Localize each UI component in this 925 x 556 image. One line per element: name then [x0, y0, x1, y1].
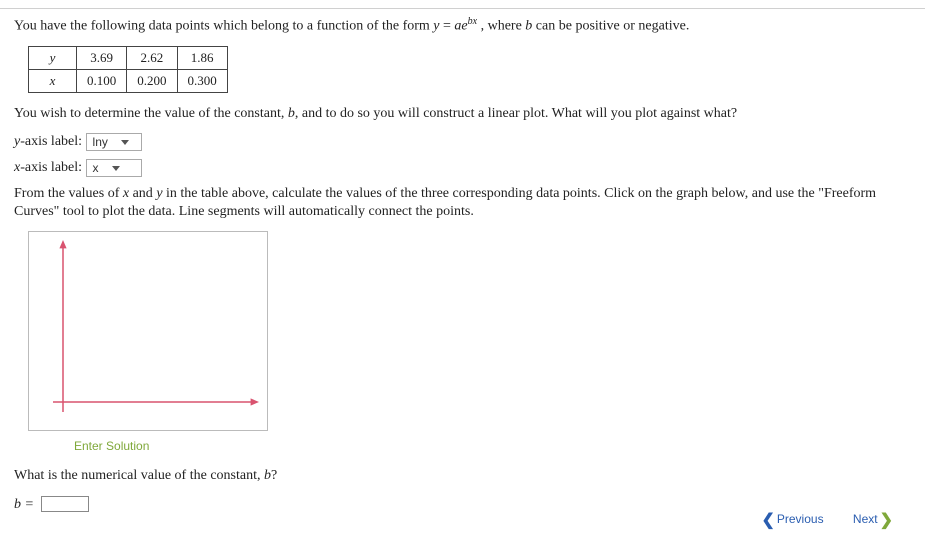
- table-row: x 0.100 0.200 0.300: [29, 69, 228, 92]
- q3-suffix: ?: [271, 468, 277, 483]
- nav-footer: ❮Previous Next❯: [761, 510, 893, 530]
- chevron-down-icon: [121, 140, 129, 145]
- y-axis-label: y-axis label:: [14, 134, 82, 149]
- x-axis-value: x: [93, 161, 99, 175]
- enter-solution-link[interactable]: Enter Solution: [74, 439, 911, 453]
- question-2: From the values of x and y in the table …: [14, 185, 911, 221]
- intro-mid: , where: [477, 19, 525, 34]
- chevron-right-icon: ❯: [880, 510, 893, 530]
- eq-eq: =: [440, 19, 455, 34]
- cell: 3.69: [77, 46, 127, 69]
- cell: 0.300: [177, 69, 227, 92]
- b-value-input[interactable]: [41, 496, 89, 512]
- x-axis-select[interactable]: x: [86, 159, 142, 177]
- table-row: y 3.69 2.62 1.86: [29, 46, 228, 69]
- chevron-left-icon: ❮: [761, 510, 774, 530]
- graph-canvas[interactable]: [28, 231, 268, 431]
- next-button[interactable]: Next❯: [853, 512, 893, 526]
- x-axis-label: x-axis label:: [14, 160, 82, 175]
- cell: 0.200: [127, 69, 177, 92]
- y-axis-select[interactable]: lny: [86, 133, 142, 151]
- cell: 2.62: [127, 46, 177, 69]
- x-axis-row: x-axis label: x: [14, 159, 911, 177]
- question-3: What is the numerical value of the const…: [14, 467, 911, 485]
- q3-b: b: [264, 468, 271, 483]
- q1-b: b: [288, 106, 295, 121]
- cell: 0.100: [77, 69, 127, 92]
- cell: 1.86: [177, 46, 227, 69]
- q3-prefix: What is the numerical value of the const…: [14, 468, 264, 483]
- question-1: You wish to determine the value of the c…: [14, 105, 911, 123]
- intro-text: You have the following data points which…: [14, 15, 911, 36]
- q2-and: and: [129, 186, 156, 201]
- b-equals-label: b =: [14, 497, 34, 512]
- graph-axes-icon: [29, 232, 269, 432]
- row-header: y: [29, 46, 77, 69]
- eq-exp: bx: [468, 16, 477, 27]
- row-header: x: [29, 69, 77, 92]
- previous-button[interactable]: ❮Previous: [761, 512, 826, 526]
- prev-label: Previous: [777, 512, 824, 526]
- data-table: y 3.69 2.62 1.86 x 0.100 0.200 0.300: [28, 46, 228, 93]
- q1-suffix: , and to do so you will construct a line…: [295, 106, 737, 121]
- y-axis-row: y-axis label: lny: [14, 133, 911, 151]
- q1-prefix: You wish to determine the value of the c…: [14, 106, 288, 121]
- next-label: Next: [853, 512, 878, 526]
- intro-suffix: can be positive or negative.: [532, 19, 689, 34]
- intro-prefix: You have the following data points which…: [14, 19, 433, 34]
- q2-prefix: From the values of: [14, 186, 123, 201]
- chevron-down-icon: [112, 166, 120, 171]
- y-axis-value: lny: [93, 135, 108, 149]
